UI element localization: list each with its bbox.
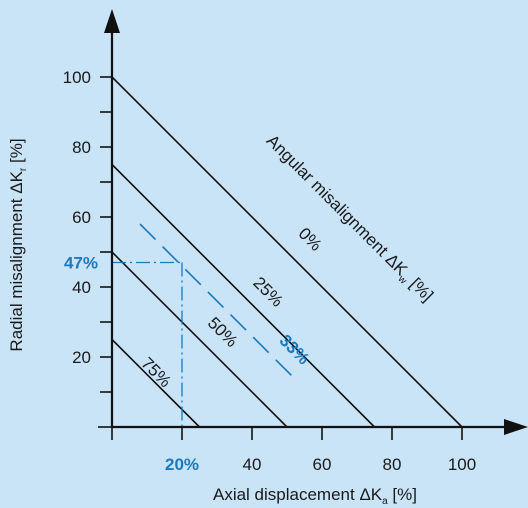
- example-overlay: [112, 223, 299, 427]
- series-label-0pct: 0%: [295, 224, 326, 255]
- x-tick-label: 60: [313, 455, 332, 474]
- y-tick-label: 20: [72, 348, 91, 367]
- example-y-label: 47%: [64, 254, 98, 273]
- y-axis-title: Radial misalignment ΔKr [%]: [7, 138, 29, 351]
- series-line-25pct: [111, 163, 376, 428]
- series-label-75pct: 75%: [137, 354, 174, 391]
- series-line-75pct: [111, 338, 201, 428]
- series-label-25pct: 25%: [249, 273, 286, 310]
- series-title: Angular misalignment ΔKw [%]: [261, 131, 437, 307]
- y-tick-label: 100: [63, 68, 91, 87]
- x-axis-title: Axial displacement ΔKa [%]: [213, 485, 417, 507]
- y-tick-label: 40: [72, 278, 91, 297]
- x-tick-label: 100: [448, 455, 476, 474]
- example-33pct-line: [139, 223, 299, 383]
- axes: [98, 9, 528, 440]
- series-line-50pct: [111, 251, 288, 428]
- x-tick-label: 80: [383, 455, 402, 474]
- example-series-label: 33%: [276, 331, 313, 368]
- x-axis-arrow: [504, 419, 528, 435]
- series-line-0pct: [111, 76, 463, 428]
- y-tick-label: 60: [72, 208, 91, 227]
- x-tick-label: 20%: [165, 455, 199, 474]
- series-lines: [111, 76, 463, 428]
- y-tick-label: 80: [72, 138, 91, 157]
- labels: 20% 40 60 80 100204060801000%25%50%75%33%47%…: [7, 68, 476, 507]
- y-axis-arrow: [104, 9, 120, 33]
- x-tick-label: 40: [243, 455, 262, 474]
